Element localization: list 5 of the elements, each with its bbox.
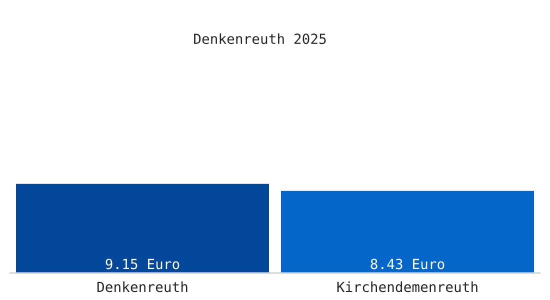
x-tick-label: Kirchendemenreuth bbox=[337, 281, 478, 292]
chart-title: Denkenreuth 2025 bbox=[194, 33, 326, 44]
x-tick-label: Denkenreuth bbox=[97, 281, 188, 292]
data-label: 9.15 Euro bbox=[106, 258, 180, 270]
data-label: 8.43 Euro bbox=[370, 258, 444, 270]
